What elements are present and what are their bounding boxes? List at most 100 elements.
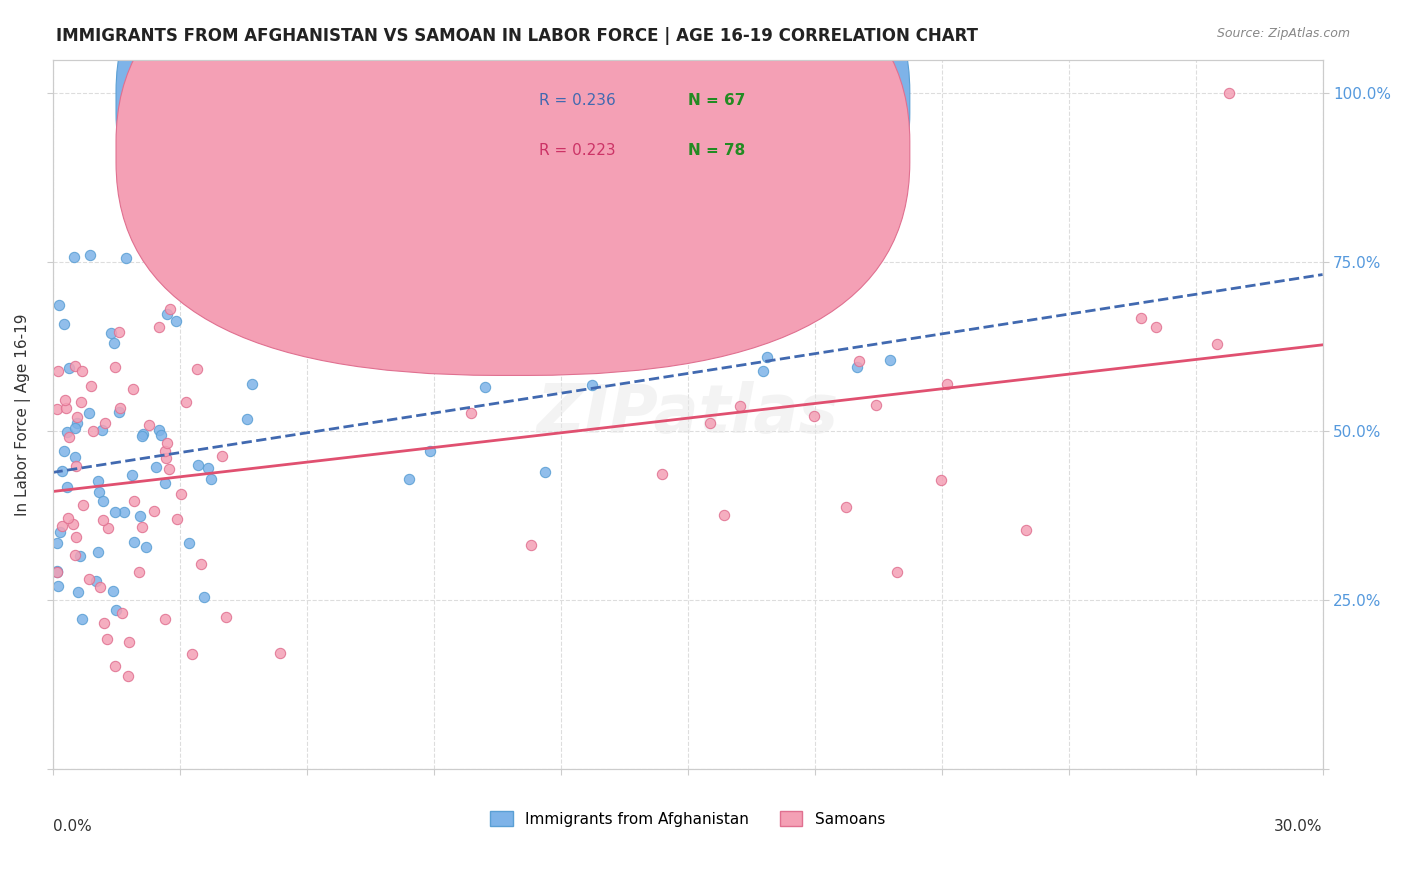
Point: [87, 545, 110, 559]
Point: [533, 465, 555, 479]
Legend: Immigrants from Afghanistan, Samoans: Immigrants from Afghanistan, Samoans: [484, 805, 891, 832]
Point: [63, 421, 86, 435]
Point: [65, 450, 87, 465]
Point: [58, 430, 80, 444]
Point: [82, 424, 104, 438]
Point: [58, 361, 80, 376]
Point: [200, 472, 222, 486]
FancyBboxPatch shape: [471, 74, 904, 180]
Text: N = 67: N = 67: [688, 94, 745, 108]
Point: [520, 538, 543, 552]
Point: [65, 530, 87, 544]
Point: [108, 325, 131, 339]
Point: [48, 579, 70, 593]
Point: [575, 359, 598, 374]
Point: [63, 359, 86, 374]
Point: [62, 517, 84, 532]
Point: [101, 583, 124, 598]
Point: [174, 395, 197, 409]
Point: [242, 377, 264, 392]
Point: [835, 500, 858, 515]
Point: [222, 273, 245, 287]
Point: [45, 565, 67, 579]
Point: [190, 557, 212, 571]
Point: [814, 285, 837, 300]
Point: [138, 418, 160, 433]
Point: [193, 590, 215, 604]
Point: [763, 314, 786, 328]
Text: N = 78: N = 78: [688, 143, 745, 158]
Point: [72, 498, 94, 512]
Point: [845, 360, 868, 375]
Point: [131, 520, 153, 534]
Point: [153, 612, 176, 626]
Text: R = 0.236: R = 0.236: [538, 94, 616, 108]
Point: [1015, 523, 1038, 537]
Point: [1130, 311, 1153, 326]
Point: [713, 508, 735, 522]
Point: [145, 459, 167, 474]
Point: [197, 461, 219, 475]
Point: [51, 464, 73, 478]
Point: [51, 519, 73, 533]
Point: [419, 443, 441, 458]
Point: [69, 549, 91, 563]
Point: [91, 494, 114, 508]
Point: [699, 416, 721, 430]
Point: [269, 646, 291, 660]
Point: [803, 409, 825, 423]
Point: [1218, 87, 1240, 101]
Point: [560, 335, 582, 350]
Point: [398, 472, 420, 486]
Point: [111, 606, 134, 620]
Point: [53, 317, 76, 331]
Point: [104, 505, 127, 519]
Point: [150, 428, 173, 442]
Point: [55, 425, 77, 439]
Point: [1144, 319, 1167, 334]
Point: [187, 458, 209, 472]
Point: [155, 451, 177, 466]
Point: [425, 359, 447, 374]
Y-axis label: In Labor Force | Age 16-19: In Labor Force | Age 16-19: [15, 313, 31, 516]
Point: [131, 429, 153, 443]
Point: [65, 548, 87, 562]
Point: [186, 362, 208, 376]
Point: [156, 436, 179, 450]
Point: [45, 565, 67, 579]
Point: [460, 406, 482, 420]
Point: [128, 565, 150, 579]
Point: [97, 521, 120, 535]
Point: [156, 307, 179, 321]
Point: [91, 424, 114, 438]
Point: [86, 574, 108, 588]
Point: [104, 360, 127, 375]
Point: [215, 609, 238, 624]
Point: [755, 350, 778, 364]
Point: [104, 659, 127, 673]
Point: [77, 407, 100, 421]
Point: [53, 444, 76, 458]
Point: [89, 580, 111, 594]
Point: [103, 336, 125, 351]
Point: [865, 398, 887, 412]
Point: [129, 509, 152, 524]
Point: [45, 401, 67, 416]
Point: [170, 487, 193, 501]
Point: [117, 669, 139, 683]
Point: [879, 353, 901, 368]
Point: [112, 505, 135, 519]
Point: [166, 512, 188, 526]
Point: [80, 379, 103, 393]
Point: [135, 540, 157, 554]
Point: [179, 536, 201, 550]
Point: [169, 260, 191, 275]
Point: [132, 426, 155, 441]
Point: [105, 602, 128, 616]
Point: [55, 480, 77, 494]
Point: [886, 565, 908, 579]
Point: [148, 423, 170, 437]
Point: [93, 616, 115, 631]
Point: [49, 524, 72, 539]
Point: [153, 443, 176, 458]
